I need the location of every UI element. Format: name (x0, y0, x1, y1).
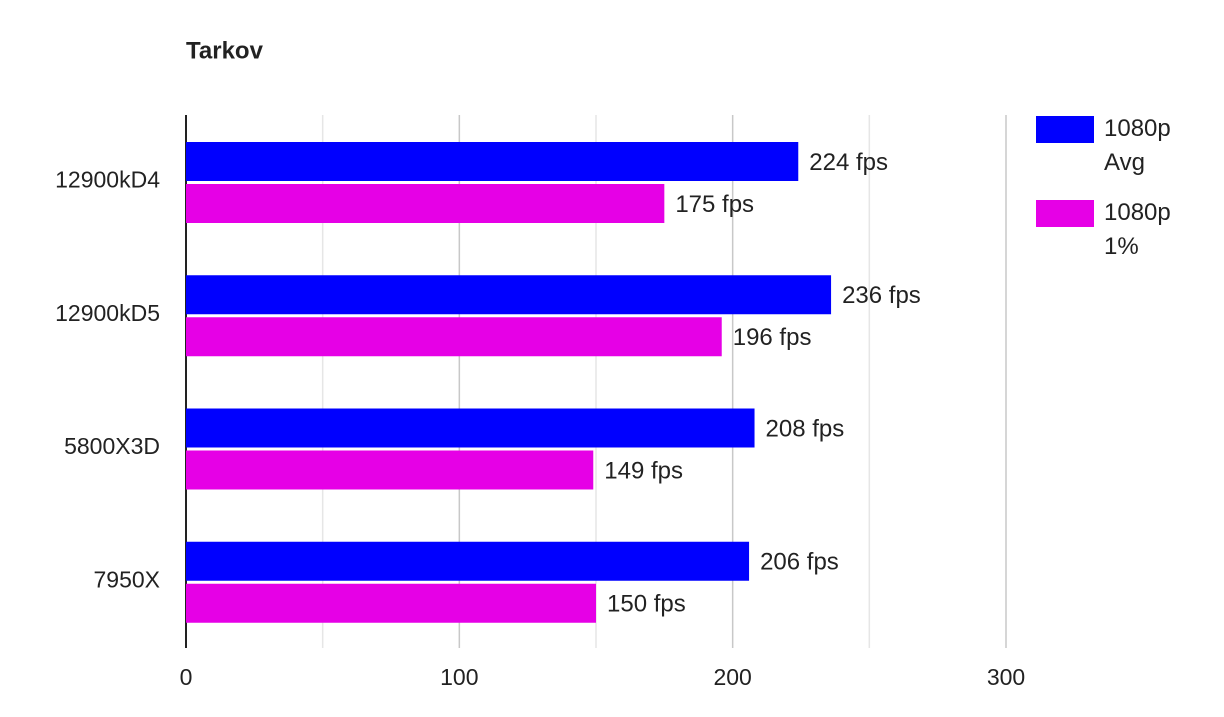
bar (186, 317, 722, 357)
x-tick-label: 300 (987, 664, 1025, 690)
bar (186, 184, 665, 223)
x-tick-label: 100 (440, 664, 478, 690)
bar (186, 541, 750, 581)
legend-swatch (1036, 200, 1094, 227)
bar (186, 275, 832, 315)
bar (186, 583, 596, 623)
value-label: 206 fps (760, 549, 839, 576)
legend-label: 1080p Avg (1104, 115, 1171, 176)
bar (186, 142, 799, 181)
value-label: 224 fps (809, 149, 888, 176)
value-label: 196 fps (733, 324, 812, 351)
value-label: 150 fps (607, 591, 686, 618)
value-label: 236 fps (842, 282, 921, 309)
value-label: 208 fps (766, 415, 845, 442)
bar (186, 408, 755, 448)
chart-title: Tarkov (186, 37, 264, 64)
legend-label: 1080p 1% (1104, 199, 1171, 260)
x-tick-label: 0 (180, 664, 193, 690)
y-tick-label: 12900kD5 (55, 300, 160, 326)
legend-swatch (1036, 116, 1094, 143)
y-tick-label: 7950X (93, 566, 160, 592)
x-tick-label: 200 (713, 664, 751, 690)
y-tick-label: 12900kD4 (55, 167, 160, 193)
y-tick-label: 5800X3D (64, 433, 160, 459)
value-label: 149 fps (604, 457, 683, 484)
bar (186, 450, 594, 490)
value-label: 175 fps (675, 191, 754, 218)
